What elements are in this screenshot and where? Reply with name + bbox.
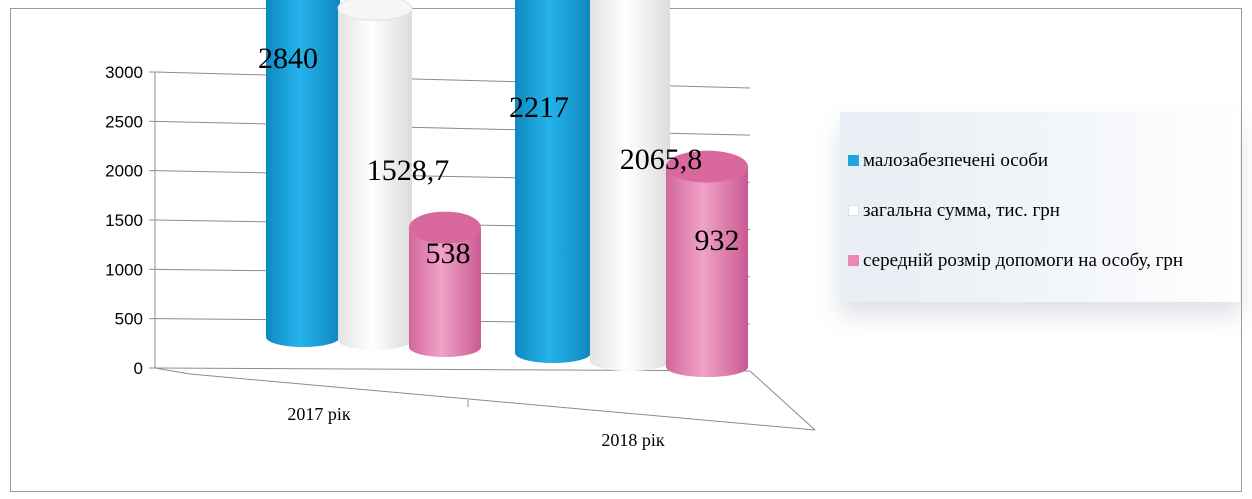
legend-label-series-3: середній розмір допомоги на особу, грн xyxy=(863,250,1184,271)
floor-edge-left xyxy=(154,367,191,375)
bar-3-2 xyxy=(666,150,748,377)
bar-1-2 xyxy=(515,0,591,363)
gridline xyxy=(154,367,751,372)
data-label: 2840 xyxy=(258,42,318,75)
bar-1-1 xyxy=(266,0,340,347)
bar-top xyxy=(409,211,481,244)
legend-label-series-1: малозабезпечені особи xyxy=(863,150,1049,171)
y-tick-label: 1500 xyxy=(105,211,143,230)
bar-top xyxy=(337,0,413,21)
bar-body xyxy=(409,227,481,357)
legend: малозабезпечені особи загальна сумма, ти… xyxy=(840,112,1240,302)
bar-2-1 xyxy=(337,0,413,351)
y-tick-label: 3000 xyxy=(105,63,143,82)
y-tick-label: 500 xyxy=(115,310,143,329)
data-label: 538 xyxy=(426,237,471,270)
bar-body xyxy=(338,8,412,351)
bar-body xyxy=(515,0,591,363)
y-tick-label: 0 xyxy=(134,359,143,378)
bar-body xyxy=(266,0,340,347)
legend-swatch-series-3 xyxy=(848,255,859,266)
legend-item-series-3: середній розмір допомоги на особу, грн xyxy=(848,248,1238,273)
floor-edge-right xyxy=(749,370,816,431)
x-tick-label: 2017 рік xyxy=(287,404,351,424)
x-tick-label: 2018 рік xyxy=(601,430,665,450)
y-tick-label: 2000 xyxy=(105,162,143,181)
data-label: 2065,8 xyxy=(620,143,703,176)
bar-body xyxy=(590,0,670,371)
y-tick-label: 1000 xyxy=(105,260,143,279)
bar-top xyxy=(666,150,748,183)
data-label: 932 xyxy=(695,224,740,257)
legend-item-series-2: загальна сумма, тис. грн xyxy=(848,198,1238,223)
data-label: 1528,7 xyxy=(367,154,450,187)
bar-2-2 xyxy=(590,0,670,371)
y-tick-label: 2500 xyxy=(105,112,143,131)
bar-3-1 xyxy=(409,211,481,357)
legend-swatch-series-1 xyxy=(848,155,859,166)
legend-swatch-series-2 xyxy=(848,205,859,216)
legend-item-series-1: малозабезпечені особи xyxy=(848,148,1238,173)
data-label: 2217 xyxy=(509,91,569,124)
legend-label-series-2: загальна сумма, тис. грн xyxy=(863,200,1060,221)
bar-body xyxy=(666,166,748,377)
x-axis-line xyxy=(189,373,816,431)
